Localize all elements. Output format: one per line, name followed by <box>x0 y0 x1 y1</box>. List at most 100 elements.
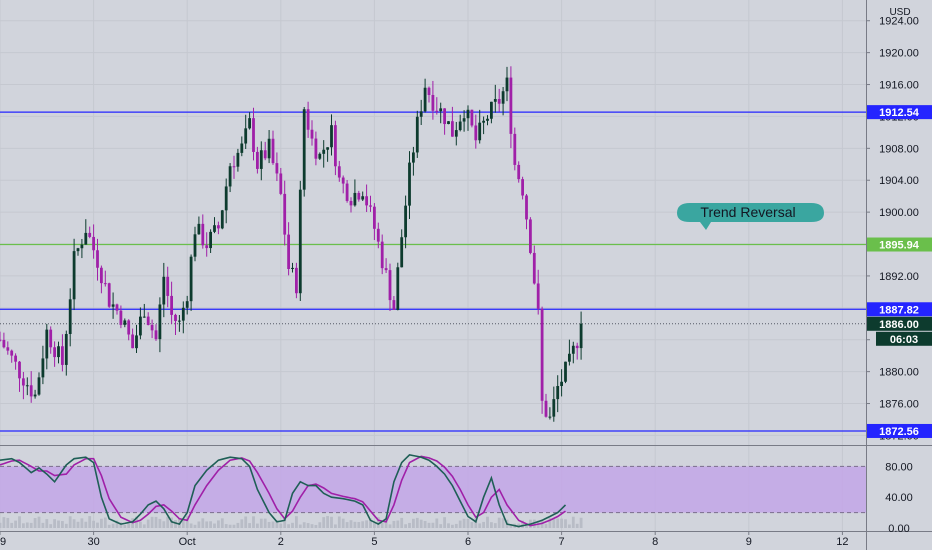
volume-bar <box>189 523 193 528</box>
price-axis[interactable]: 1924.001920.001916.001912.001908.001904.… <box>866 16 919 443</box>
volume-bar <box>474 518 478 528</box>
candle-body <box>486 118 489 121</box>
candle-body <box>521 179 524 196</box>
volume-bar <box>33 518 37 528</box>
volume-bar <box>232 524 236 528</box>
volume-bar <box>49 524 53 528</box>
trend-reversal-callout[interactable]: Trend Reversal <box>677 203 824 230</box>
volume-bar <box>150 516 154 528</box>
candle-body <box>228 166 232 187</box>
volume-bar <box>330 516 333 528</box>
candle-body <box>470 109 474 126</box>
price-tick-label: 1904.00 <box>879 175 919 187</box>
stochastic-oscillator <box>0 454 866 528</box>
volume-bar <box>29 522 33 528</box>
volume-bar <box>111 523 115 528</box>
volume-bar <box>291 522 294 528</box>
volume-bar <box>76 521 80 528</box>
candle-body <box>166 276 170 296</box>
volume-bar <box>0 522 2 528</box>
volume-bar <box>388 524 392 528</box>
volume-bar <box>431 522 435 528</box>
volume-bar <box>217 520 220 528</box>
candle-body <box>357 192 361 200</box>
volume-bar <box>224 524 228 528</box>
volume-bar <box>279 523 283 528</box>
volume-bar <box>384 518 388 528</box>
currency-label: USD <box>889 7 910 18</box>
time-tick-label: 29 <box>0 536 6 548</box>
volume-bar <box>435 518 439 528</box>
volume-bar <box>240 519 244 528</box>
volume-bar <box>53 519 56 528</box>
candle-body <box>142 316 146 318</box>
level-tag-label: 1887.82 <box>879 304 919 316</box>
candle-body <box>25 385 29 387</box>
volume-bar <box>412 518 415 528</box>
candle-body <box>326 147 329 150</box>
time-tick-label: 8 <box>652 536 658 548</box>
candle-body <box>380 241 384 269</box>
candle-body <box>532 252 536 284</box>
volume-bar <box>275 520 279 528</box>
candle-body <box>302 109 306 190</box>
volume-bar <box>548 517 552 528</box>
candle-body <box>497 98 501 104</box>
candle-body <box>162 276 166 305</box>
candle-body <box>295 267 298 294</box>
volume-bar <box>337 516 341 528</box>
volume-bar <box>575 523 579 528</box>
volume-bar <box>236 522 240 528</box>
volume-bar <box>353 521 357 528</box>
candle-body <box>248 118 251 129</box>
volume-bar <box>552 519 556 528</box>
volume-bar <box>509 523 513 528</box>
candle-body <box>439 108 443 112</box>
level-tag-label: 1895.94 <box>879 240 920 252</box>
candle-body <box>337 166 341 178</box>
time-axis[interactable]: 29 30 Oct 2 5 6 7 8 9 12 <box>0 531 849 548</box>
volume-bar <box>349 520 353 528</box>
candle-body <box>217 225 220 229</box>
volume-bar <box>458 520 462 528</box>
price-tick-label: 1892.00 <box>879 271 919 283</box>
volume-bar <box>462 518 466 528</box>
candle-body <box>49 329 53 348</box>
volume-bar <box>306 523 310 528</box>
volume-bar <box>256 523 259 528</box>
candle-body <box>544 400 548 417</box>
candle-body <box>205 245 209 249</box>
volume-bar <box>482 521 485 528</box>
candle-body <box>135 335 138 349</box>
volume-bar <box>400 517 404 528</box>
volume-bar <box>72 519 76 528</box>
volume-bar <box>123 524 127 528</box>
volume-bar <box>197 521 201 528</box>
candle-body <box>181 307 185 321</box>
candle-body <box>400 237 404 268</box>
volume-bar <box>170 517 173 528</box>
candle-body <box>271 138 275 164</box>
callout-text: Trend Reversal <box>700 204 795 220</box>
candle-body <box>540 308 544 401</box>
candle-body <box>146 316 150 325</box>
volume-bar <box>283 516 287 528</box>
candle-body <box>170 295 173 315</box>
countdown-label: 06:03 <box>890 334 918 346</box>
candle-body <box>201 223 205 246</box>
price-tick-label: 1920.00 <box>879 48 919 60</box>
volume-bar <box>6 517 10 528</box>
candle-body <box>103 283 107 285</box>
candle-body <box>244 128 248 144</box>
price-tick-label: 1900.00 <box>879 207 919 219</box>
candle-body <box>220 210 224 229</box>
candle-body <box>536 283 540 309</box>
volume-bar <box>341 518 345 528</box>
candle-body <box>556 386 560 400</box>
candle-body <box>404 205 407 238</box>
candle-body <box>341 177 345 184</box>
volume-bar <box>267 521 271 528</box>
oscillator-tick-label: 80.00 <box>885 461 913 473</box>
